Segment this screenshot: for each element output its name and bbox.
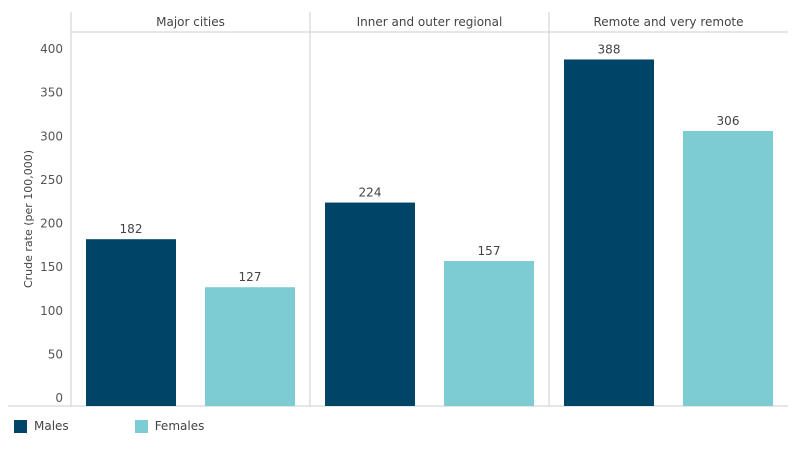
y-tick-label: 400 [40, 42, 63, 56]
data-label: 157 [478, 244, 501, 258]
y-axis-title: Crude rate (per 100,000) [22, 150, 35, 288]
y-tick-label: 100 [40, 304, 63, 318]
legend: Males Females [14, 416, 270, 436]
bar-females [444, 261, 534, 406]
legend-swatch-males [14, 419, 27, 433]
panel-title: Inner and outer regional [357, 15, 503, 29]
y-tick-label: 0 [55, 391, 63, 405]
bar-males [86, 239, 176, 406]
legend-item-males: Males [14, 419, 69, 433]
bar-females [205, 287, 295, 406]
y-tick-label: 350 [40, 86, 63, 100]
bar-females [683, 131, 773, 406]
legend-label-males: Males [34, 419, 69, 433]
legend-swatch-females [134, 419, 148, 433]
y-tick-label: 50 [48, 347, 63, 361]
y-tick-label: 250 [40, 173, 63, 187]
panel-title: Remote and very remote [593, 15, 743, 29]
legend-label-females: Females [154, 419, 205, 433]
data-label: 388 [598, 42, 621, 56]
data-label: 224 [359, 186, 382, 200]
data-label: 182 [120, 222, 143, 236]
y-tick-label: 200 [40, 217, 63, 231]
bar-males [325, 202, 415, 406]
panel-title: Major cities [156, 15, 225, 29]
data-label: 127 [239, 270, 262, 284]
y-tick-label: 150 [40, 260, 63, 274]
legend-item-females: Females [134, 419, 205, 433]
bar-males [564, 59, 654, 406]
bars: 182 127 224 157 388 306 [86, 42, 773, 406]
data-label: 306 [717, 114, 740, 128]
y-tick-label: 300 [40, 129, 63, 143]
